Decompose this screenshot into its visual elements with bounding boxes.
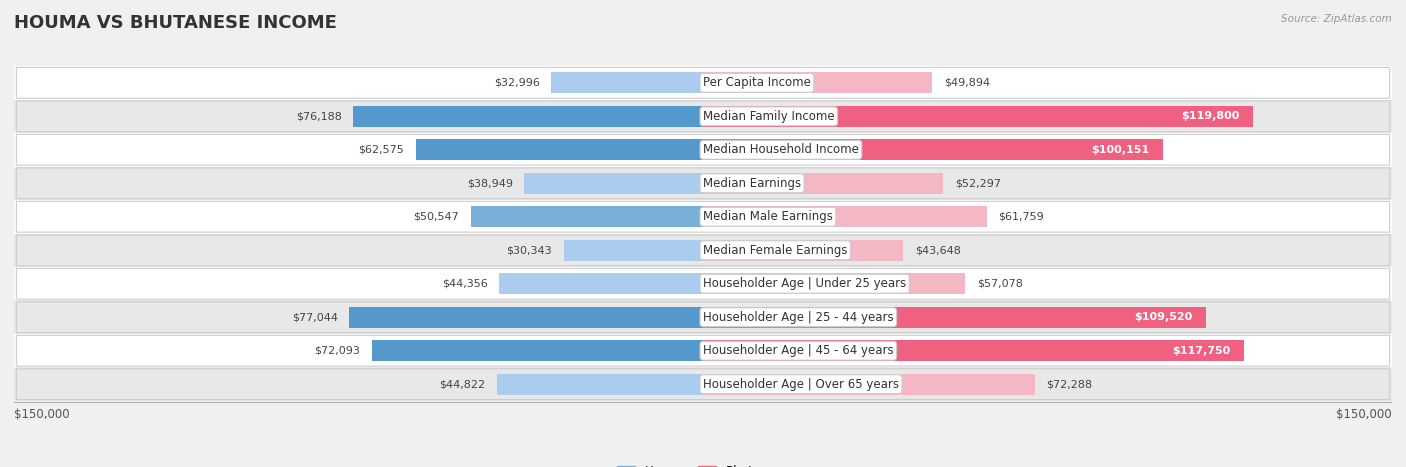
Bar — [703, 374, 1035, 395]
FancyBboxPatch shape — [17, 201, 1389, 232]
Bar — [703, 340, 1244, 361]
Bar — [14, 368, 1392, 401]
FancyBboxPatch shape — [17, 168, 1389, 198]
Text: Median Male Earnings: Median Male Earnings — [703, 210, 832, 223]
Text: Per Capita Income: Per Capita Income — [703, 76, 811, 89]
Bar — [14, 133, 1392, 167]
Bar — [14, 234, 1392, 267]
Legend: Houma, Bhutanese: Houma, Bhutanese — [613, 460, 793, 467]
FancyBboxPatch shape — [17, 235, 1389, 266]
Text: $44,356: $44,356 — [441, 279, 488, 289]
Bar — [551, 72, 703, 93]
FancyBboxPatch shape — [17, 67, 1389, 98]
Text: Householder Age | 45 - 64 years: Householder Age | 45 - 64 years — [703, 344, 894, 357]
Bar — [14, 66, 1392, 99]
FancyBboxPatch shape — [17, 369, 1389, 400]
Bar — [499, 273, 703, 294]
Bar — [498, 374, 703, 395]
Bar — [471, 206, 703, 227]
Text: $38,949: $38,949 — [467, 178, 513, 188]
Text: $52,297: $52,297 — [955, 178, 1001, 188]
Text: $109,520: $109,520 — [1135, 312, 1192, 322]
Text: Source: ZipAtlas.com: Source: ZipAtlas.com — [1281, 14, 1392, 24]
Text: Householder Age | 25 - 44 years: Householder Age | 25 - 44 years — [703, 311, 894, 324]
Text: $72,288: $72,288 — [1046, 379, 1092, 389]
Text: $119,800: $119,800 — [1181, 111, 1240, 121]
FancyBboxPatch shape — [17, 269, 1389, 299]
FancyBboxPatch shape — [17, 335, 1389, 366]
Bar — [349, 307, 703, 327]
Bar — [524, 173, 703, 194]
Bar — [703, 240, 904, 261]
Text: $61,759: $61,759 — [998, 212, 1043, 222]
Bar — [703, 273, 965, 294]
Text: HOUMA VS BHUTANESE INCOME: HOUMA VS BHUTANESE INCOME — [14, 14, 337, 32]
Bar — [14, 334, 1392, 368]
Bar — [703, 173, 943, 194]
Bar — [564, 240, 703, 261]
Bar — [14, 200, 1392, 234]
Text: $49,894: $49,894 — [943, 78, 990, 88]
Text: $72,093: $72,093 — [315, 346, 360, 356]
Bar — [703, 140, 1163, 160]
Text: $32,996: $32,996 — [494, 78, 540, 88]
Bar — [14, 300, 1392, 334]
Text: $57,078: $57,078 — [977, 279, 1022, 289]
Bar — [371, 340, 703, 361]
Text: $50,547: $50,547 — [413, 212, 460, 222]
Text: $100,151: $100,151 — [1091, 145, 1149, 155]
FancyBboxPatch shape — [17, 302, 1389, 333]
Text: Median Household Income: Median Household Income — [703, 143, 859, 156]
Bar — [353, 106, 703, 127]
Text: Householder Age | Under 25 years: Householder Age | Under 25 years — [703, 277, 907, 290]
Bar — [14, 99, 1392, 133]
Bar — [416, 140, 703, 160]
Bar — [703, 307, 1206, 327]
Text: $62,575: $62,575 — [359, 145, 404, 155]
Text: $43,648: $43,648 — [915, 245, 960, 255]
FancyBboxPatch shape — [17, 101, 1389, 132]
Text: $30,343: $30,343 — [506, 245, 553, 255]
Text: Median Earnings: Median Earnings — [703, 177, 801, 190]
Bar — [703, 106, 1253, 127]
Text: Householder Age | Over 65 years: Householder Age | Over 65 years — [703, 378, 898, 391]
Text: $117,750: $117,750 — [1171, 346, 1230, 356]
Bar — [703, 72, 932, 93]
Bar — [703, 206, 987, 227]
Text: $77,044: $77,044 — [291, 312, 337, 322]
Text: $150,000: $150,000 — [1336, 408, 1392, 421]
Text: Median Female Earnings: Median Female Earnings — [703, 244, 848, 257]
Bar — [14, 167, 1392, 200]
Text: $44,822: $44,822 — [440, 379, 485, 389]
Text: Median Family Income: Median Family Income — [703, 110, 835, 123]
FancyBboxPatch shape — [17, 134, 1389, 165]
Bar — [14, 267, 1392, 300]
Text: $150,000: $150,000 — [14, 408, 70, 421]
Text: $76,188: $76,188 — [295, 111, 342, 121]
